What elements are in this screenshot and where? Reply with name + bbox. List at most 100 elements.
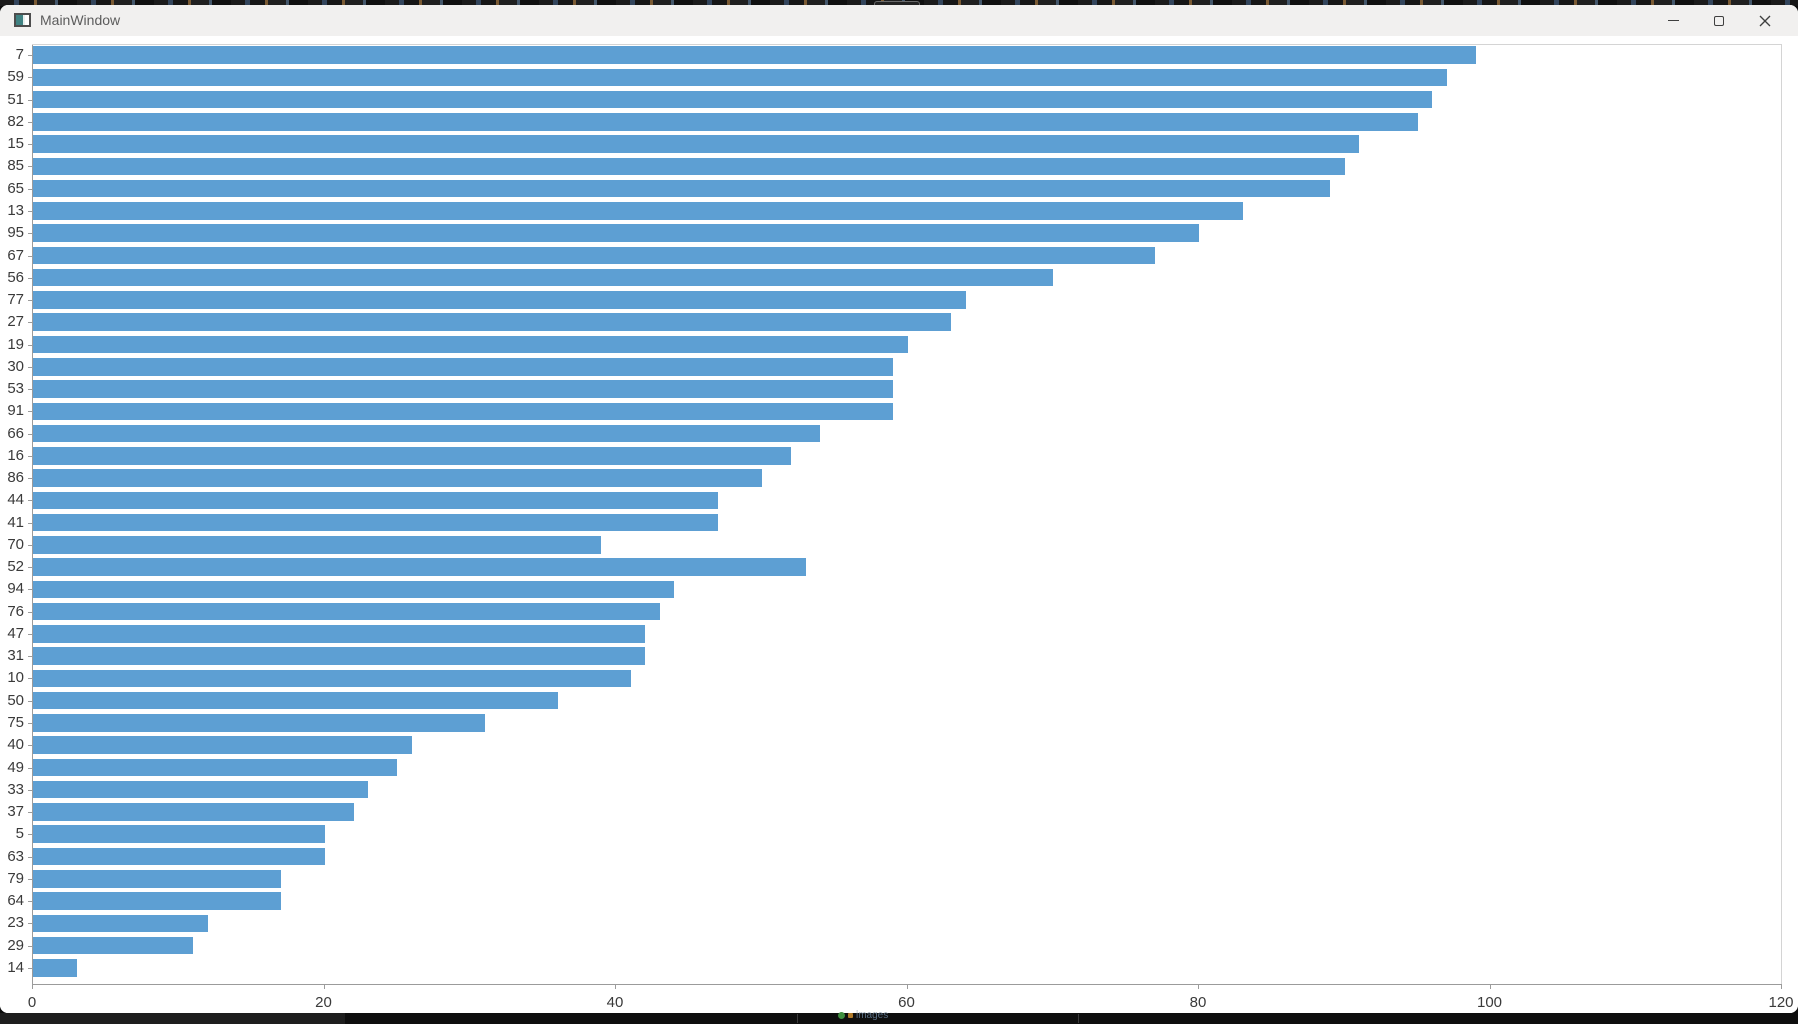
bar [33, 580, 675, 599]
y-tick-label: 82 [7, 112, 24, 130]
bar-chart-canvas: 7 59 51 82 15 85 65 13 95 67 56 77 27 19 30 53 91 66 16 86 4… [0, 36, 1798, 1013]
bar [33, 179, 1331, 198]
taskbar-hint-label: images [856, 1010, 889, 1021]
y-tick-mark [28, 812, 32, 813]
bar [33, 90, 1433, 109]
y-tick-label: 86 [7, 469, 24, 487]
y-tick-mark [28, 455, 32, 457]
x-tick-mark [615, 985, 616, 989]
plot-top-border [32, 44, 1781, 45]
maximize-icon [1714, 15, 1724, 26]
y-tick-label: 85 [7, 157, 24, 175]
bar [33, 380, 893, 398]
y-tick-mark [28, 633, 32, 635]
main-window: MainWindow 7 59 51 82 15 85 65 13 95 67 56 77 27 19 30… [0, 5, 1798, 1013]
window-title: MainWindow [40, 12, 121, 28]
y-tick-label: 64 [7, 892, 24, 909]
minimize-button[interactable] [1650, 5, 1696, 36]
y-tick-label: 65 [7, 179, 24, 197]
bar [33, 780, 369, 799]
bar [33, 602, 660, 621]
x-tick-label: 0 [27, 994, 37, 1011]
bar [33, 714, 485, 732]
taskbar[interactable]: images [0, 1010, 1798, 1024]
y-tick-mark [28, 789, 32, 791]
y-tick-label: 95 [7, 224, 24, 242]
y-tick-label: 94 [7, 580, 24, 598]
minimize-icon [1667, 20, 1679, 21]
y-tick-mark [28, 366, 32, 368]
y-tick-label: 13 [7, 202, 24, 219]
x-tick-label: 120 [1768, 994, 1794, 1011]
y-tick-label: 10 [7, 669, 24, 687]
close-icon [1759, 15, 1771, 26]
y-tick-mark [28, 745, 32, 747]
y-tick-mark [28, 77, 32, 79]
bar [33, 68, 1447, 87]
y-tick-label: 27 [7, 313, 24, 331]
y-tick-mark [28, 611, 32, 613]
y-tick-mark [28, 99, 32, 101]
y-tick-label: 53 [7, 380, 24, 397]
y-tick-mark [28, 700, 32, 702]
window-titlebar: MainWindow [0, 5, 1798, 36]
taskbar-divider [1078, 1014, 1079, 1023]
y-tick-mark [28, 878, 32, 880]
x-tick-mark [323, 985, 325, 989]
y-tick-label: 14 [7, 958, 24, 976]
y-tick-label: 77 [7, 291, 24, 308]
x-tick-label: 60 [898, 994, 915, 1011]
bar [33, 447, 791, 465]
bar [33, 469, 762, 487]
bar [33, 313, 952, 331]
bar [33, 669, 631, 688]
bar [33, 268, 1054, 287]
y-tick-label: 52 [7, 558, 24, 576]
bar [33, 847, 325, 866]
bar [33, 558, 806, 576]
taskbar-segment [0, 1013, 345, 1024]
bar [33, 358, 893, 376]
y-tick-mark [28, 433, 32, 435]
x-tick-mark [906, 985, 908, 989]
y-tick-mark [28, 322, 32, 324]
y-tick-label: 47 [7, 624, 24, 642]
y-tick-mark [28, 967, 32, 969]
y-tick-label: 33 [7, 780, 24, 798]
y-tick-label: 76 [7, 602, 24, 620]
close-button[interactable] [1742, 5, 1788, 36]
x-tick-label: 80 [1189, 994, 1207, 1011]
bar [33, 892, 281, 910]
x-tick-label: 40 [606, 994, 624, 1011]
y-tick-mark [28, 55, 32, 57]
y-tick-mark [28, 166, 32, 168]
y-tick-mark [28, 901, 32, 902]
bar [33, 959, 77, 977]
bar [33, 335, 908, 354]
y-tick-label: 67 [7, 246, 24, 264]
bar [33, 246, 1156, 265]
y-tick-label: 29 [7, 936, 24, 954]
y-tick-label: 50 [7, 691, 24, 709]
y-tick-label: 59 [7, 68, 24, 86]
bar [33, 157, 1345, 176]
y-tick-label: 37 [7, 803, 24, 820]
bar [33, 936, 194, 955]
y-tick-mark [28, 121, 32, 123]
maximize-button[interactable] [1696, 5, 1742, 36]
y-tick-mark [28, 522, 32, 524]
y-tick-mark [28, 834, 32, 836]
y-tick-mark [28, 211, 32, 212]
bar [33, 803, 354, 821]
orange-status-icon [848, 1013, 853, 1018]
bar [33, 46, 1476, 64]
y-tick-mark [28, 856, 32, 858]
y-tick-mark [28, 544, 32, 546]
green-status-icon [838, 1012, 845, 1019]
y-tick-label: 79 [7, 869, 24, 887]
bar [33, 647, 646, 665]
y-tick-mark [28, 233, 32, 235]
x-tick-mark [1489, 985, 1491, 989]
bar [33, 536, 602, 554]
bar [33, 491, 718, 510]
